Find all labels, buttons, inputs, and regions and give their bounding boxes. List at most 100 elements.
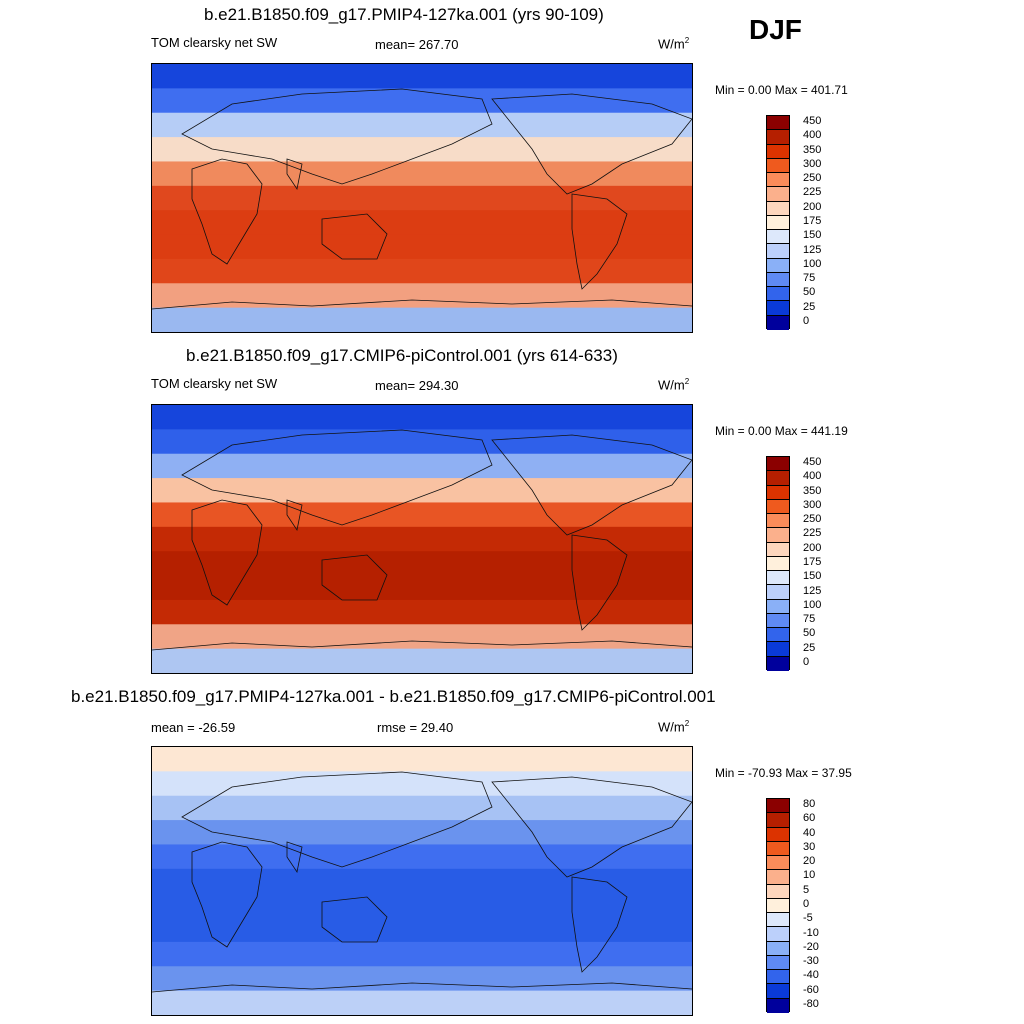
colorbar-swatch: [767, 628, 789, 643]
colorbar-tick-label: 25: [803, 300, 816, 313]
colorbar-swatch: [767, 556, 789, 572]
colorbar-swatch: [767, 173, 789, 188]
colorbar-swatch: [767, 244, 789, 259]
coastline: [191, 841, 263, 948]
panel1-map-field: [152, 64, 692, 332]
map-latitude-band: [152, 283, 692, 309]
colorbar-swatch: [767, 656, 789, 671]
colorbar-tick-label: 350: [803, 143, 822, 156]
coastline: [491, 434, 692, 536]
colorbar-tick-label: 100: [803, 257, 822, 270]
coastline: [491, 93, 692, 195]
colorbar-tick-label: 125: [803, 243, 822, 256]
panel3-title: b.e21.B1850.f09_g17.PMIP4-127ka.001 - b.…: [71, 687, 716, 706]
colorbar-tick-label: 250: [803, 513, 822, 526]
colorbar-swatch: [767, 215, 789, 231]
colorbar-swatch: [767, 258, 789, 273]
map-latitude-band: [152, 234, 692, 260]
panel1-variable-label: TOM clearsky net SW: [151, 35, 278, 50]
colorbar-tick-label: 400: [803, 470, 822, 483]
coastline: [321, 554, 388, 601]
colorbar-swatch: [767, 970, 789, 985]
map-latitude-band: [152, 258, 692, 284]
colorbar-tick-label: 200: [803, 200, 822, 213]
panel3-rmse-label: rmse = 29.40: [377, 720, 454, 735]
colorbar-swatch: [767, 984, 789, 999]
colorbar-swatch: [767, 514, 789, 529]
colorbar-tick-label: 80: [803, 798, 816, 811]
panel2-variable-label: TOM clearsky net SW: [151, 376, 278, 391]
map-latitude-band: [152, 917, 692, 943]
map-latitude-band: [152, 137, 692, 162]
panel2-mean-label: mean= 294.30: [375, 378, 459, 393]
coastline: [191, 158, 263, 265]
colorbar-swatch: [767, 870, 789, 885]
map-latitude-band: [152, 624, 692, 650]
map-latitude-band: [152, 210, 692, 236]
colorbar-swatch: [767, 642, 789, 657]
colorbar-swatch: [767, 585, 789, 600]
coastline: [571, 876, 628, 973]
coastline: [286, 499, 303, 532]
colorbar-tick-label: -40: [803, 969, 819, 982]
colorbar-tick-label: 50: [803, 286, 816, 299]
colorbar-tick-label: 30: [803, 840, 816, 853]
panel1-colorbar: [766, 115, 790, 330]
coastline: [571, 193, 628, 290]
colorbar-swatch: [767, 913, 789, 928]
colorbar-swatch: [767, 827, 789, 842]
colorbar-tick-label: 125: [803, 584, 822, 597]
panel2-colorbar: [766, 456, 790, 671]
map-latitude-band: [152, 575, 692, 601]
coastline: [181, 771, 493, 868]
map-latitude-band: [152, 551, 692, 577]
map-latitude-band: [152, 820, 692, 845]
colorbar-tick-label: 20: [803, 855, 816, 868]
colorbar-tick-label: 250: [803, 172, 822, 185]
colorbar-swatch: [767, 898, 789, 914]
colorbar-tick-label: 60: [803, 812, 816, 825]
colorbar-tick-label: 225: [803, 527, 822, 540]
colorbar-swatch: [767, 542, 789, 557]
colorbar-tick-label: 5: [803, 883, 810, 896]
colorbar-swatch: [767, 998, 789, 1013]
map-latitude-band: [152, 868, 692, 894]
panel2-map-field: [152, 405, 692, 673]
panel3-units: W/m2: [658, 719, 690, 735]
coastline: [286, 158, 303, 191]
panel2-title: b.e21.B1850.f09_g17.CMIP6-piControl.001 …: [186, 346, 618, 365]
colorbar-swatch: [767, 230, 789, 245]
coastline: [571, 534, 628, 631]
map-latitude-band: [152, 966, 692, 992]
colorbar-swatch: [767, 471, 789, 486]
coastline: [321, 896, 388, 943]
colorbar-swatch: [767, 116, 789, 131]
coastline: [286, 841, 303, 874]
colorbar-swatch: [767, 941, 789, 956]
colorbar-tick-label: 40: [803, 826, 816, 839]
colorbar-tick-label: 150: [803, 570, 822, 583]
map-latitude-band: [152, 941, 692, 967]
colorbar-swatch: [767, 272, 789, 288]
map-latitude-band: [152, 307, 692, 332]
colorbar-swatch: [767, 187, 789, 202]
colorbar-tick-label: 75: [803, 613, 816, 626]
map-latitude-band: [152, 747, 692, 772]
colorbar-tick-label: 225: [803, 186, 822, 199]
colorbar-tick-label: -10: [803, 926, 819, 939]
colorbar-swatch: [767, 613, 789, 629]
colorbar-tick-label: 150: [803, 229, 822, 242]
colorbar-swatch: [767, 528, 789, 543]
colorbar-tick-label: 450: [803, 115, 822, 128]
map-latitude-band: [152, 185, 692, 211]
colorbar-tick-label: 300: [803, 157, 822, 170]
colorbar-tick-label: 450: [803, 456, 822, 469]
map-latitude-band: [152, 526, 692, 552]
map-latitude-band: [152, 599, 692, 625]
panel2-units: W/m2: [658, 377, 690, 393]
map-latitude-band: [152, 478, 692, 503]
colorbar-swatch: [767, 201, 789, 216]
colorbar-tick-label: -5: [803, 912, 813, 925]
panel1-minmax: Min = 0.00 Max = 401.71: [715, 83, 848, 97]
coastline: [152, 982, 692, 993]
